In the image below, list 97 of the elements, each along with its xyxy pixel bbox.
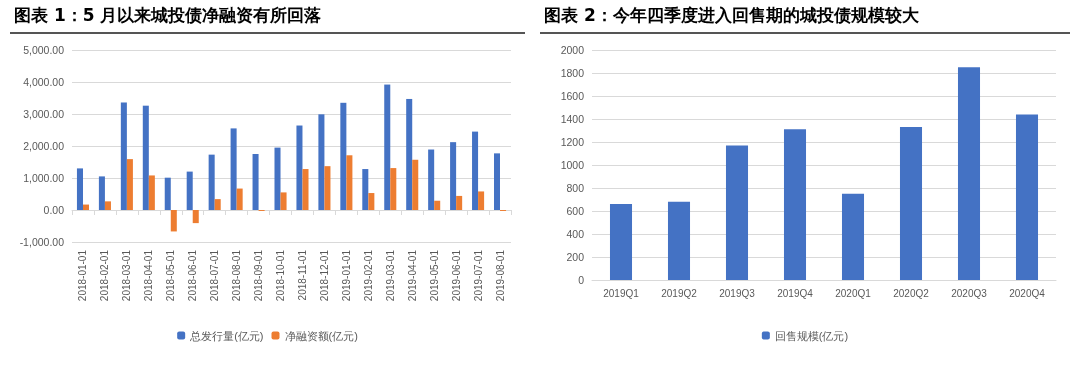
x-tick-label: 2019-03-01 [384, 249, 396, 302]
x-tick-label: 2019-08-01 [494, 249, 506, 302]
bar [340, 102, 347, 210]
x-tick-label: 2020Q4 [1009, 287, 1046, 299]
bar [230, 128, 237, 210]
y-tick-label: 3,000.00 [23, 108, 65, 120]
bar [412, 159, 419, 210]
bar [384, 84, 391, 210]
bar [428, 149, 435, 210]
bar [318, 114, 325, 210]
x-tick-label: 2018-06-01 [187, 249, 199, 302]
bar [214, 199, 221, 210]
y-tick-label: 1800 [560, 67, 585, 79]
bar [252, 154, 259, 210]
bar [368, 193, 375, 210]
bar [142, 105, 149, 210]
x-tick-label: 2018-04-01 [143, 249, 155, 302]
legend-label: 净融资额(亿元) [284, 329, 358, 342]
legend-label: 回售规模(亿元) [774, 329, 849, 342]
x-tick-label: 2019Q1 [603, 287, 640, 299]
x-tick-label: 2020Q3 [951, 287, 988, 299]
x-tick-label: 2018-07-01 [209, 249, 221, 302]
bar [76, 168, 83, 210]
bar [390, 168, 397, 210]
bar [362, 169, 369, 210]
bar [346, 155, 353, 210]
bar [186, 171, 193, 210]
bar [957, 67, 981, 280]
y-tick-label: 5,000.00 [23, 44, 65, 56]
x-tick-label: 2019Q4 [777, 287, 814, 299]
x-tick-label: 2018-01-01 [77, 249, 89, 302]
x-tick-label: 2018-09-01 [253, 249, 265, 302]
bar [98, 176, 105, 210]
bar [783, 129, 807, 280]
y-tick-label: 0 [578, 274, 585, 286]
y-tick-label: 2000 [560, 44, 585, 56]
y-tick-label: 1600 [560, 90, 585, 102]
bar [148, 175, 155, 210]
y-tick-label: 1000 [560, 159, 585, 171]
bar [274, 147, 281, 210]
x-tick-label: 2019Q3 [719, 287, 756, 299]
x-tick-label: 2018-11-01 [296, 249, 308, 301]
bar [472, 131, 479, 210]
bar [725, 145, 749, 280]
chart-title: 图表 1：5 月以来城投债净融资有所回落 [14, 4, 322, 27]
y-tick-label: 1400 [560, 113, 585, 125]
x-tick-label: 2019-06-01 [450, 249, 462, 302]
legend-label: 总发行量(亿元) [189, 329, 264, 342]
x-tick-label: 2019Q2 [661, 287, 698, 299]
x-tick-label: 2018-10-01 [275, 249, 287, 302]
y-tick-label: 1,000.00 [23, 172, 65, 184]
x-tick-label: 2020Q1 [835, 287, 872, 299]
bar [208, 154, 215, 210]
x-tick-label: 2018-03-01 [121, 249, 133, 302]
bar [296, 125, 303, 210]
y-tick-label: 4,000.00 [23, 76, 65, 88]
x-tick-label: 2018-02-01 [99, 249, 111, 302]
bar [667, 201, 691, 280]
bar [104, 201, 111, 210]
bar [456, 195, 463, 210]
bar [192, 210, 199, 224]
y-tick-label: 0.00 [43, 204, 65, 216]
bar [899, 127, 923, 280]
y-tick-label: 200 [566, 251, 585, 263]
bar [493, 153, 501, 210]
bar [1015, 114, 1039, 280]
bar [841, 193, 865, 280]
bar [478, 191, 485, 210]
x-tick-label: 2019-04-01 [406, 249, 418, 302]
x-tick-label: 2019-02-01 [362, 249, 374, 302]
y-tick-label: 2,000.00 [23, 140, 65, 152]
x-tick-label: 2018-08-01 [231, 249, 243, 302]
bar [120, 102, 127, 210]
bar [324, 166, 331, 210]
bar [126, 159, 133, 210]
bar [280, 192, 287, 210]
bar [609, 204, 633, 280]
x-tick-label: 2019-07-01 [472, 249, 484, 302]
chart-title: 图表 2：今年四季度进入回售期的城投债规模较大 [544, 4, 919, 27]
bar [164, 177, 171, 210]
bar [82, 204, 90, 210]
bar [434, 200, 441, 210]
bar [236, 188, 243, 210]
y-tick-label: 1200 [560, 136, 585, 148]
bar [170, 210, 177, 232]
y-tick-label: 400 [566, 228, 585, 240]
x-tick-label: 2019-05-01 [428, 249, 440, 302]
y-tick-label: 600 [566, 205, 585, 217]
y-tick-label: 800 [566, 182, 585, 194]
bar [406, 98, 413, 210]
x-tick-label: 2020Q2 [893, 287, 930, 299]
bar [450, 142, 457, 210]
x-tick-label: 2018-05-01 [165, 249, 177, 302]
y-tick-label: -1,000.00 [19, 236, 65, 248]
x-tick-label: 2018-12-01 [318, 249, 330, 302]
x-tick-label: 2019-01-01 [340, 249, 352, 302]
bar [302, 169, 309, 210]
